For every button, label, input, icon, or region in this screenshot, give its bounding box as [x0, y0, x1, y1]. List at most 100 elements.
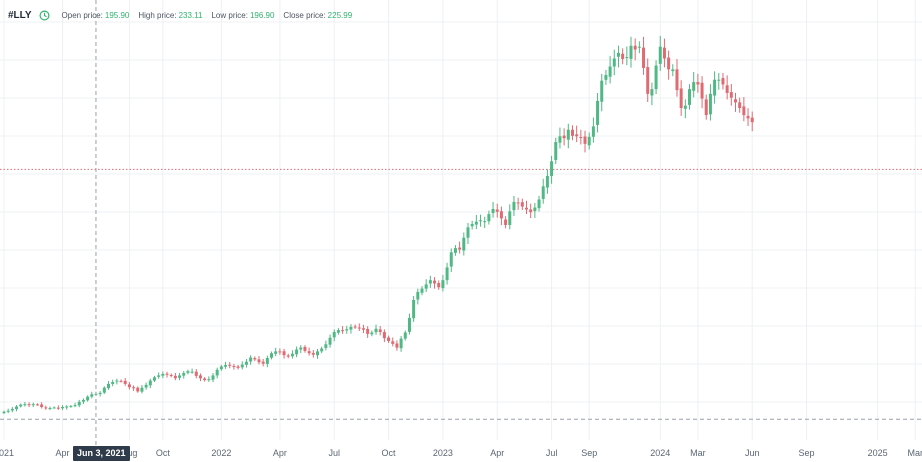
candle-body: [332, 332, 336, 338]
candle-body: [616, 52, 620, 57]
candle: [387, 335, 391, 343]
candle-body: [717, 79, 721, 81]
candle: [161, 371, 165, 379]
candle-body: [152, 377, 156, 381]
candle: [23, 401, 27, 407]
candle-body: [541, 186, 545, 199]
candle-body: [207, 379, 211, 381]
candle-body: [261, 361, 265, 364]
candle: [345, 325, 349, 334]
candle: [637, 41, 641, 54]
candle: [625, 46, 629, 66]
candle-body: [424, 284, 428, 289]
candle-body: [704, 99, 708, 116]
candle-body: [15, 406, 19, 410]
candle: [341, 326, 345, 334]
candle: [504, 216, 508, 229]
candle: [596, 92, 600, 133]
candle-body: [537, 199, 541, 209]
x-tick-label: Apr: [56, 448, 70, 458]
candle: [579, 129, 583, 145]
candle-body: [161, 374, 165, 376]
candle: [52, 406, 56, 409]
candle: [148, 378, 152, 389]
candle: [178, 372, 182, 381]
candle: [107, 381, 110, 390]
crosshair: [0, 0, 922, 446]
candle: [391, 337, 395, 347]
candle: [713, 71, 717, 104]
candle-body: [608, 66, 612, 77]
candle-body: [144, 384, 148, 388]
candle-body: [81, 399, 85, 402]
candle: [253, 356, 257, 362]
candle: [115, 378, 119, 385]
candle-body: [625, 57, 629, 59]
candle: [211, 372, 215, 383]
candle-body: [700, 82, 704, 99]
candle: [725, 75, 729, 100]
candle: [81, 398, 85, 404]
candle-body: [596, 100, 600, 125]
candle-body: [198, 375, 202, 379]
candle-body: [307, 351, 311, 354]
candle-body: [249, 357, 253, 362]
ticker-symbol: #LLY: [8, 9, 32, 21]
candle: [428, 275, 432, 288]
candle: [224, 361, 228, 369]
candle: [132, 385, 136, 391]
candle-body: [683, 105, 687, 109]
candle: [152, 375, 156, 383]
candle-body: [516, 202, 520, 204]
candle: [73, 402, 77, 408]
candle: [512, 195, 516, 216]
candle: [165, 371, 169, 378]
candle-body: [487, 214, 491, 222]
candle-body: [729, 92, 733, 98]
candle: [746, 108, 750, 127]
candle: [27, 402, 31, 408]
candle: [612, 49, 616, 76]
candle: [441, 274, 445, 292]
candle-body: [646, 67, 650, 94]
candle-body: [713, 79, 717, 96]
x-tick-label: Apr: [273, 448, 287, 458]
candle: [249, 355, 253, 365]
candle-body: [458, 247, 462, 250]
candle: [742, 97, 746, 122]
candle: [667, 50, 671, 80]
candle-body: [52, 407, 56, 409]
candle-body: [395, 343, 399, 348]
candle-body: [621, 53, 625, 59]
candle-body: [35, 404, 39, 406]
candle-body: [65, 406, 69, 408]
candle-body: [504, 219, 508, 225]
open-price-value: 195.90: [104, 10, 130, 20]
candle-body: [570, 129, 574, 136]
candle: [299, 345, 303, 354]
candle: [616, 45, 620, 68]
candle: [453, 245, 457, 256]
candle: [550, 155, 554, 184]
clock-icon[interactable]: [39, 10, 50, 21]
candle-body: [750, 117, 754, 123]
candle: [349, 324, 353, 334]
candle: [378, 326, 382, 336]
candle: [274, 347, 278, 357]
candle: [587, 132, 591, 150]
candle: [583, 130, 587, 153]
candle: [203, 377, 207, 382]
candle: [621, 48, 625, 65]
candle: [466, 222, 470, 244]
candles: [2, 35, 754, 415]
candle-body: [441, 280, 445, 289]
candle: [696, 73, 700, 93]
candle: [366, 326, 370, 338]
candle-body: [650, 89, 654, 96]
candle-body: [215, 369, 219, 376]
candle-body: [587, 136, 591, 146]
candle-body: [508, 211, 512, 225]
candle: [566, 123, 570, 149]
